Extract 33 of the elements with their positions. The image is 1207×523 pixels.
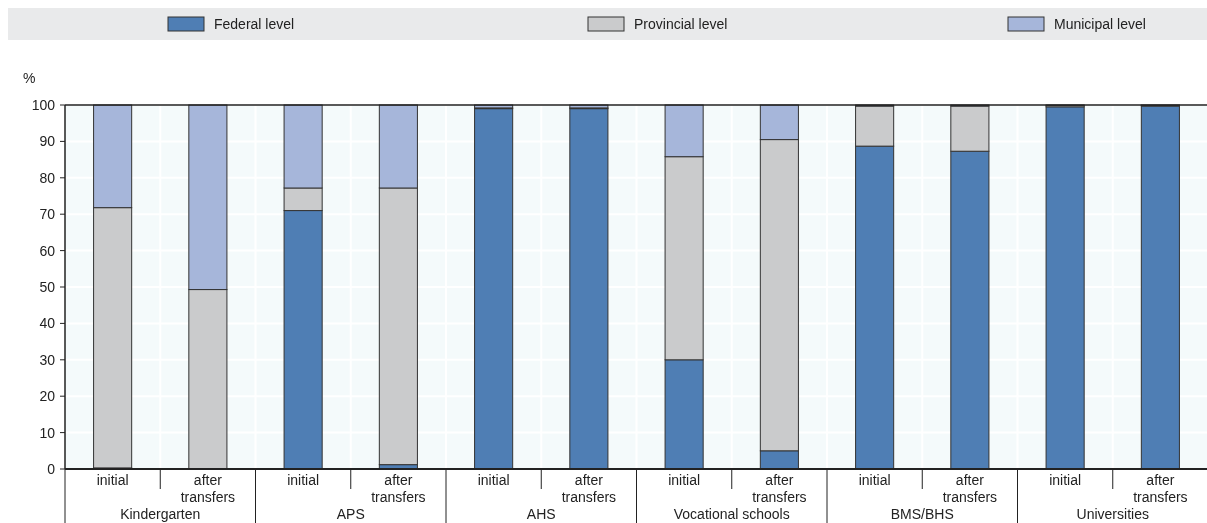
- x-tick-label: initial: [858, 472, 891, 488]
- y-tick-label: 0: [47, 460, 56, 477]
- x-tick-label: initial: [96, 472, 129, 488]
- y-tick-label: 20: [39, 388, 56, 405]
- x-tick-label: after transfers: [752, 472, 807, 505]
- y-tick-label: 10: [39, 424, 56, 441]
- x-tick-label: initial: [668, 472, 701, 488]
- text: BMS/BHS: [890, 506, 954, 522]
- x-tick-label: initial: [1049, 472, 1082, 488]
- text: APS: [336, 506, 365, 522]
- x-tick-label: after transfers: [942, 472, 998, 505]
- y-tick-label: 90: [39, 133, 56, 150]
- x-tick-label: after transfers: [1133, 472, 1188, 505]
- x-tick-label: after transfers: [180, 472, 236, 505]
- y-tick-label: 60: [39, 242, 56, 259]
- y-tick-label: 30: [39, 351, 56, 368]
- y-tick-label: 70: [39, 206, 56, 223]
- x-tick-label: after transfers: [371, 472, 426, 505]
- y-axis-title: %: [23, 70, 36, 86]
- text: Vocational schools: [673, 506, 790, 522]
- y-tick-label: 80: [39, 169, 56, 186]
- x-tick-label: initial: [287, 472, 320, 488]
- text: Universities: [1076, 506, 1149, 522]
- x-tick-label: initial: [477, 472, 510, 488]
- legend-label: Provincial level: [634, 16, 728, 32]
- legend-label: Municipal level: [1054, 16, 1146, 32]
- legend-label: Federal level: [214, 16, 295, 32]
- y-tick-label: 50: [39, 278, 56, 295]
- text: Kindergarten: [120, 506, 201, 522]
- text: AHS: [526, 506, 556, 522]
- y-tick-label: 100: [31, 96, 56, 113]
- x-tick-label: after transfers: [561, 472, 617, 505]
- y-tick-label: 40: [39, 315, 56, 332]
